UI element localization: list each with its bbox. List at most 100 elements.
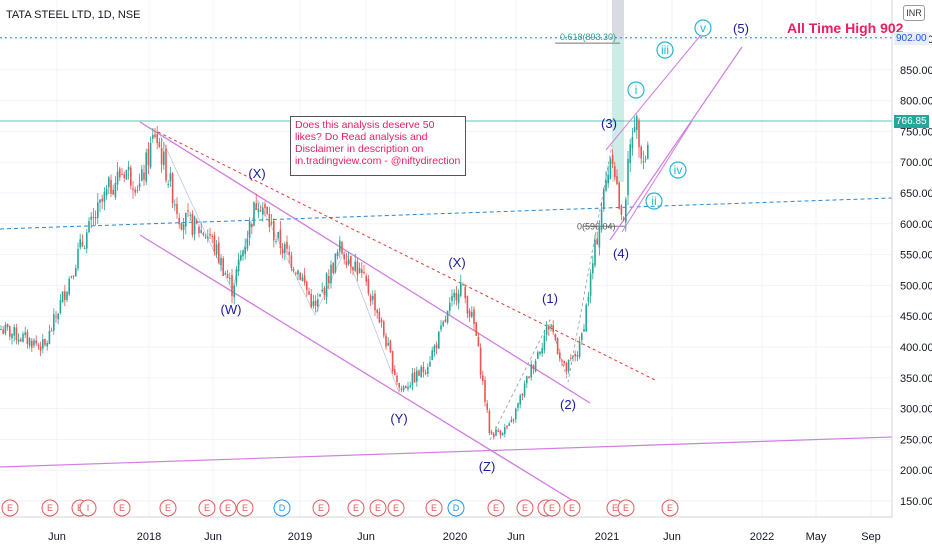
candle-body <box>77 248 79 269</box>
candle-body <box>112 189 114 195</box>
price-tick-label: 350.00 <box>900 373 932 385</box>
badge-label: I <box>87 503 90 513</box>
candle-body <box>273 220 275 241</box>
candle-body <box>616 176 618 185</box>
candle-body <box>611 154 614 164</box>
candle-body <box>127 166 130 171</box>
candle-body <box>15 327 18 341</box>
candle-body <box>211 236 213 238</box>
candle-body <box>574 353 576 357</box>
candle-body <box>545 326 548 335</box>
candle-body <box>231 275 233 297</box>
wave-label: (4) <box>613 246 629 261</box>
candle-body <box>556 338 559 354</box>
earnings-badge <box>236 499 254 517</box>
candle-body <box>6 323 9 328</box>
candle-body <box>240 255 242 261</box>
candle-body <box>609 159 612 180</box>
candle-body <box>182 224 185 231</box>
time-tick-label: Jun <box>507 531 525 543</box>
candle-body <box>444 319 447 322</box>
candle-body <box>72 275 75 277</box>
subwave-circle <box>645 192 663 210</box>
candle-body <box>306 281 308 290</box>
badge-label: D <box>453 503 460 513</box>
candle-body <box>501 433 504 436</box>
candle-body <box>345 261 348 266</box>
candle-body <box>618 182 620 209</box>
candle-body <box>369 295 372 302</box>
candle-body <box>572 355 574 357</box>
wave-label: (5) <box>733 21 749 36</box>
time-tick-label: Jun <box>663 531 681 543</box>
candle-body <box>262 207 264 215</box>
subwave-circle <box>669 161 687 179</box>
candle-body <box>506 425 508 428</box>
candle-body <box>537 352 539 359</box>
candle-body <box>336 251 339 257</box>
event-badges[interactable]: EEEIEEEEEDEEEEEDEEEEEEEE <box>1 499 679 517</box>
candle-body <box>365 276 367 282</box>
candle-body <box>385 335 387 347</box>
candle-body <box>301 277 304 281</box>
dividend-badge <box>273 499 291 517</box>
badge-label: E <box>431 503 437 513</box>
candle-body <box>378 311 381 323</box>
candle-body <box>264 204 266 209</box>
earnings-badge <box>219 499 237 517</box>
candle-body <box>633 126 636 133</box>
candle-body <box>607 174 609 184</box>
candle-body <box>402 386 405 391</box>
badge-label: E <box>47 503 53 513</box>
candle-body <box>396 375 398 383</box>
candle-body <box>248 221 251 239</box>
candle-body <box>253 201 255 227</box>
wave-label: (X) <box>248 166 265 181</box>
fib-zone <box>612 39 624 182</box>
candle-body <box>495 429 497 436</box>
badge-label: E <box>667 503 673 513</box>
candle-body <box>438 331 440 349</box>
price-axis[interactable]: 900.00850.00800.00750.00700.00650.00600.… <box>891 0 932 517</box>
candle-body <box>9 326 11 337</box>
currency-button[interactable]: INR <box>903 5 925 21</box>
candle-body <box>484 379 486 402</box>
wave-label: (2) <box>560 397 576 412</box>
price-tick-label: 650.00 <box>900 188 932 200</box>
level-price-tag: 902.00 <box>894 32 929 45</box>
wave-label: (Z) <box>479 459 496 474</box>
badge-label: E <box>242 503 248 513</box>
candle-body <box>101 198 103 202</box>
candle-body <box>462 284 464 286</box>
candle-body <box>103 191 106 202</box>
candle-body <box>636 116 638 130</box>
candle-body <box>193 216 196 235</box>
candle-body <box>625 199 627 223</box>
candle-body <box>209 233 211 236</box>
candle-body <box>97 202 99 218</box>
candle-body <box>37 344 40 346</box>
earnings-badge <box>159 499 177 517</box>
time-axis[interactable]: Jun 2018 Jun 2019 Jun 2020 Jun 2021 Jun 2022 May Se… <box>0 516 892 543</box>
time-tick-label: Jun <box>48 531 66 543</box>
candle-body <box>435 344 438 349</box>
price-tick-label: 600.00 <box>900 219 932 231</box>
candle-body <box>163 151 165 165</box>
candle-body <box>581 333 583 341</box>
candle-body <box>565 362 568 372</box>
candle-body <box>288 251 290 256</box>
earnings-badge <box>369 499 387 517</box>
candle-body <box>629 144 631 164</box>
candle-body <box>644 158 647 160</box>
candle-body <box>622 218 625 220</box>
candle-body <box>363 271 365 274</box>
candle-body <box>165 148 167 181</box>
candle-body <box>380 320 383 323</box>
candle-body <box>319 294 321 297</box>
badge-label: E <box>353 503 359 513</box>
candle-body <box>422 366 425 373</box>
candle-body <box>334 253 337 273</box>
candle-body <box>387 342 389 346</box>
candle-body <box>79 239 81 248</box>
